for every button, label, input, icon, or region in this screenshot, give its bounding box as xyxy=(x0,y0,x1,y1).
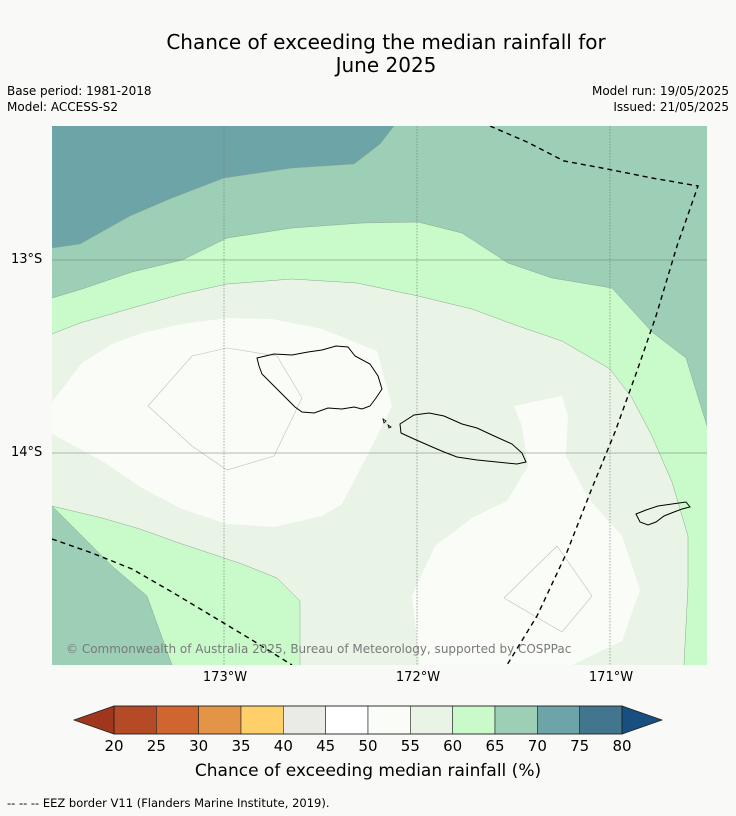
upolu-island xyxy=(399,412,527,465)
eez-border xyxy=(52,126,699,665)
title-line-2: June 2025 xyxy=(335,53,437,77)
lon-label-171w: 171°W xyxy=(588,670,634,685)
colorbar-cell xyxy=(283,705,326,735)
meta-right: Model run: 19/05/2025 Issued: 21/05/2025 xyxy=(592,83,729,115)
colorbar-tick-label: 65 xyxy=(485,737,505,755)
colorbar-cell xyxy=(494,705,538,735)
title-line-1: Chance of exceeding the median rainfall … xyxy=(166,30,606,54)
tutuila-island xyxy=(635,501,691,526)
copyright-notice: © Commonwealth of Australia 2025, Bureau… xyxy=(66,642,571,656)
band-70-75-south xyxy=(52,566,172,665)
lon-label-172w: 172°W xyxy=(395,670,441,685)
colorbar-tick-label: 45 xyxy=(316,737,336,755)
colorbar-tick-label: 40 xyxy=(273,737,293,755)
eez-footnote: -- -- -- EEZ border V11 (Flanders Marine… xyxy=(7,796,330,810)
colorbar-cell xyxy=(240,705,284,735)
map-title: Chance of exceeding the median rainfall … xyxy=(0,31,736,77)
colorbar xyxy=(72,705,664,735)
colorbar-tick-label: 75 xyxy=(570,737,590,755)
model-name: Model: ACCESS-S2 xyxy=(7,100,119,114)
manono-island xyxy=(382,418,392,429)
colorbar-tick-label: 30 xyxy=(189,737,209,755)
colorbar-cell xyxy=(156,705,199,735)
inner-contour-east xyxy=(503,545,593,633)
colorbar-cell xyxy=(198,705,242,735)
colorbar-cell xyxy=(113,705,157,735)
graticule xyxy=(52,126,707,665)
band-70-75-north xyxy=(52,126,394,248)
colorbar-tick-label: 35 xyxy=(231,737,251,755)
colorbar-tick-label: 60 xyxy=(443,737,463,755)
colorbar-high-arrow xyxy=(621,705,664,735)
colorbar-tick-label: 70 xyxy=(527,737,547,755)
colorbar-tick-label: 50 xyxy=(358,737,378,755)
lat-label-13s: 13°S xyxy=(11,252,43,267)
colorbar-cell xyxy=(452,705,496,735)
band-50-55-east xyxy=(412,396,640,665)
meta-left: Base period: 1981-2018 Model: ACCESS-S2 xyxy=(7,83,152,115)
inner-contour-west xyxy=(147,347,303,471)
colorbar-tick-label: 20 xyxy=(104,737,124,755)
model-run: Model run: 19/05/2025 xyxy=(591,84,729,98)
colorbar-cell xyxy=(537,705,580,735)
colorbar-cell xyxy=(325,705,369,735)
colorbar-tick-label: 55 xyxy=(400,737,420,755)
lon-label-173w: 173°W xyxy=(202,670,248,685)
colorbar-cell xyxy=(410,705,453,735)
lat-label-14s: 14°S xyxy=(11,445,43,460)
savaii-island xyxy=(256,345,383,414)
colorbar-tick-label: 80 xyxy=(612,737,632,755)
rainfall-map: © Commonwealth of Australia 2025, Bureau… xyxy=(52,126,707,665)
colorbar-cell xyxy=(579,705,623,735)
colorbar-low-arrow xyxy=(72,705,115,735)
colorbar-tick-label: 25 xyxy=(146,737,166,755)
band-50-55-west xyxy=(52,318,392,527)
colorbar-cell xyxy=(367,705,411,735)
issued-date: Issued: 21/05/2025 xyxy=(613,100,729,114)
colorbar-cells xyxy=(113,705,623,735)
base-period: Base period: 1981-2018 xyxy=(7,84,152,98)
colorbar-title: Chance of exceeding median rainfall (%) xyxy=(194,761,542,781)
